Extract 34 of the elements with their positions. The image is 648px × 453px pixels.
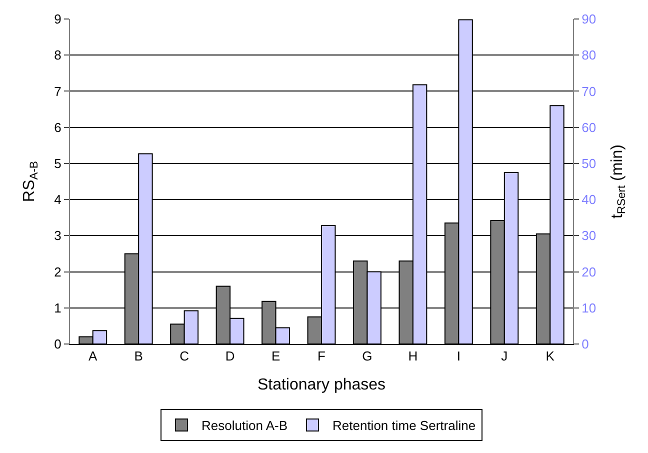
y2-tick-label: 40 — [582, 192, 596, 208]
y2-tick-label: 60 — [582, 120, 596, 135]
y-tick-label: 9 — [54, 12, 62, 27]
y2-tick-label: 0 — [582, 336, 589, 352]
y2-tick-label: 70 — [582, 84, 596, 99]
y-tick-label: 7 — [54, 84, 62, 99]
x-tick-label: I — [456, 348, 460, 364]
y-tick-label: 2 — [54, 264, 62, 280]
legend-label: Resolution A-B — [202, 418, 288, 434]
y-tick-label: 8 — [54, 48, 62, 63]
y-tick-label: 0 — [54, 336, 62, 352]
x-tick-label: D — [225, 348, 235, 364]
y2-tick-label: 10 — [582, 300, 596, 316]
y2-tick-label: 90 — [582, 12, 596, 27]
y-tick-label: 1 — [54, 300, 62, 316]
x-tick-label: E — [271, 348, 280, 364]
x-axis-title: Stationary phases — [257, 376, 386, 394]
legend-label: Retention time Sertraline — [332, 418, 476, 434]
y2-tick-label: 20 — [582, 264, 596, 280]
y-tick-label: 4 — [54, 192, 62, 208]
x-tick-label: K — [546, 348, 555, 364]
y2-tick-label: 30 — [582, 228, 596, 244]
x-tick-label: F — [318, 348, 326, 364]
x-tick-label: B — [134, 348, 143, 364]
y2-tick-label: 80 — [582, 48, 596, 63]
x-tick-label: H — [408, 348, 418, 364]
x-tick-label: G — [362, 348, 372, 364]
y2-tick-label: 50 — [582, 156, 596, 171]
y-tick-label: 5 — [54, 156, 62, 171]
x-tick-label: A — [88, 348, 98, 364]
y-tick-label: 6 — [54, 120, 62, 135]
x-tick-label: C — [180, 348, 190, 364]
y-tick-label: 3 — [54, 228, 62, 244]
x-tick-label: J — [501, 348, 508, 364]
